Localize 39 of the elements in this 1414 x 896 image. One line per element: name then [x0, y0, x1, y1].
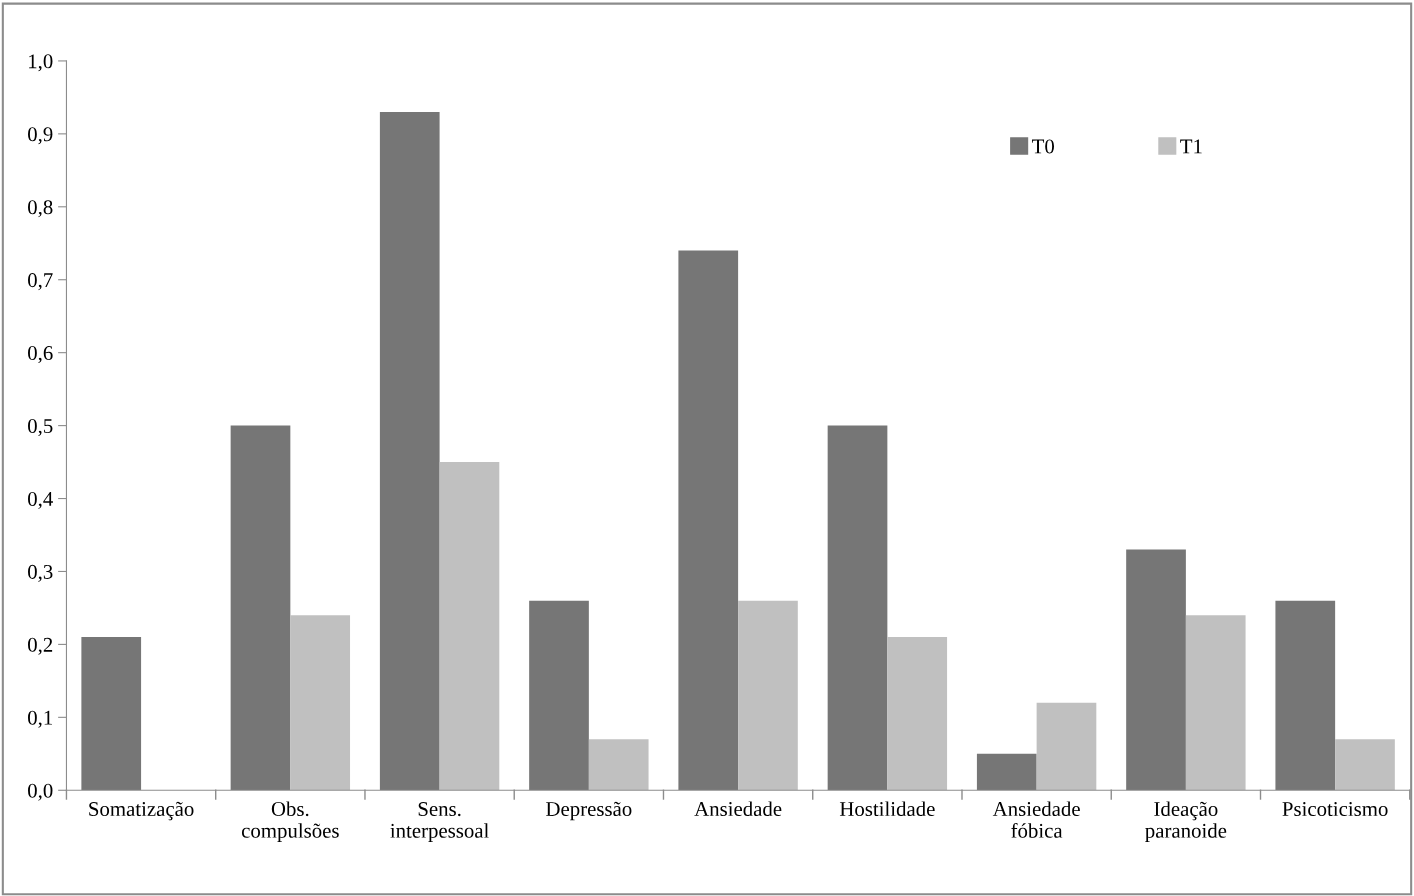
- legend-label: T1: [1180, 139, 1202, 154]
- bar: [529, 600, 589, 791]
- y-tick-label: 0,1: [28, 710, 53, 728]
- x-tick-label: Hostilidade: [839, 801, 935, 817]
- x-tick-label: Ideação paranoide: [1145, 801, 1227, 843]
- bar: [1185, 615, 1246, 791]
- bar: [827, 425, 888, 791]
- bar: [81, 637, 142, 791]
- y-tick-label: 0,0: [28, 783, 53, 801]
- bar: [738, 600, 798, 791]
- bar: [230, 425, 291, 791]
- bar: [678, 250, 739, 791]
- y-tick-label: 0,4: [28, 491, 53, 509]
- y-tick-label: 0,9: [28, 127, 53, 145]
- x-tick-label: Depressão: [546, 801, 632, 821]
- bar: [379, 111, 440, 791]
- x-tick-label: Ansiedade: [694, 801, 782, 817]
- bar: [588, 739, 649, 791]
- x-tick-label: Obs. compulsões: [241, 801, 339, 843]
- y-tick-label: 1,0: [29, 54, 53, 72]
- y-tick-label: 0,2: [28, 637, 53, 655]
- bar: [976, 753, 1037, 791]
- y-tick-label: 0,6: [28, 346, 53, 364]
- y-tick-label: 0,5: [28, 418, 53, 437]
- legend-label: T0: [1032, 139, 1055, 154]
- y-tick-label: 0,3: [28, 564, 53, 582]
- bar: [1036, 702, 1097, 791]
- bar: [887, 637, 948, 791]
- x-tick-label: Sens. interpessoal: [390, 802, 489, 843]
- x-tick-label: Ansiedade fóbica: [992, 801, 1080, 838]
- bar: [1126, 549, 1186, 791]
- bar: [1335, 739, 1395, 791]
- y-tick-label: 0,7: [28, 273, 53, 291]
- x-tick-label: Somatização: [89, 801, 194, 821]
- y-tick-label: 0,8: [28, 200, 53, 218]
- x-tick-label: Psicoticismo: [1282, 802, 1388, 817]
- bar: [1275, 600, 1336, 791]
- bar: [290, 615, 351, 791]
- bar: [439, 462, 500, 791]
